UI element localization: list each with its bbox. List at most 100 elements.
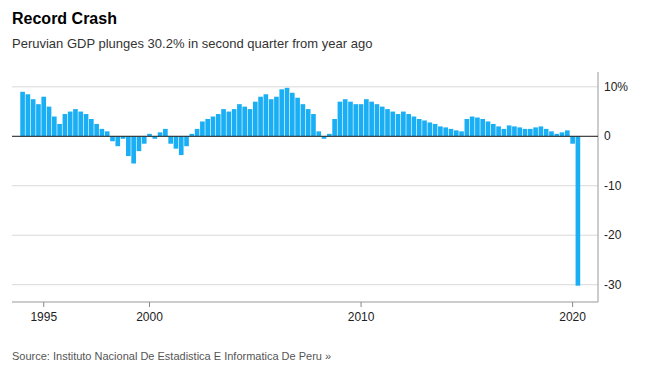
bar <box>242 107 247 137</box>
bar <box>375 104 380 136</box>
bar <box>274 97 279 137</box>
chart-svg: Record CrashPeruvian GDP plunges 30.2% i… <box>0 0 650 368</box>
bar <box>343 99 348 136</box>
bar <box>63 114 68 136</box>
bar <box>528 129 533 136</box>
bar <box>264 94 269 136</box>
bar <box>496 126 501 136</box>
bar <box>359 104 364 136</box>
bar <box>517 127 522 136</box>
bar <box>100 129 105 136</box>
grid-line <box>12 136 598 137</box>
bar <box>126 136 131 156</box>
bar <box>433 124 438 136</box>
y-tick-label: 10% <box>604 80 628 94</box>
bar <box>26 94 31 136</box>
bar <box>316 131 321 136</box>
bar <box>205 119 210 136</box>
bar <box>576 136 581 285</box>
bar <box>179 136 184 155</box>
bar <box>332 119 337 136</box>
x-tick <box>43 302 44 307</box>
bar <box>57 124 62 136</box>
bar <box>137 136 142 151</box>
bar <box>523 129 528 136</box>
background <box>0 0 650 368</box>
bar <box>311 114 316 136</box>
bar <box>427 122 432 136</box>
bar <box>390 112 395 137</box>
grid-line <box>12 86 598 87</box>
bar <box>480 119 485 136</box>
grid-line <box>12 185 598 186</box>
bar <box>195 129 200 136</box>
subtitle: Peruvian GDP plunges 30.2% in second qua… <box>12 36 372 51</box>
bar <box>248 109 253 136</box>
x-tick-label: 2010 <box>348 310 375 324</box>
bar <box>539 126 544 136</box>
bar <box>36 104 41 136</box>
bar <box>512 126 517 136</box>
bar <box>385 109 390 136</box>
bars <box>20 88 580 286</box>
bar <box>465 119 470 136</box>
y-tick-label: -10 <box>604 179 622 193</box>
bar <box>443 127 448 136</box>
bar <box>301 104 306 136</box>
zero-line <box>12 136 598 137</box>
bar <box>73 109 78 136</box>
bar <box>306 109 311 136</box>
grid-line <box>12 235 598 236</box>
x-axis: 1995200020102020 <box>30 302 586 324</box>
bar <box>158 132 163 136</box>
bar <box>31 99 36 136</box>
bar <box>449 129 454 136</box>
grid <box>12 87 598 285</box>
bar <box>216 114 221 136</box>
bar <box>338 102 343 137</box>
bar <box>396 114 401 136</box>
bar <box>380 107 385 137</box>
bar <box>491 124 496 136</box>
bar <box>533 127 538 136</box>
bar <box>184 136 189 146</box>
y-axis-line <box>598 72 599 302</box>
bar <box>168 136 173 143</box>
bar <box>454 130 459 136</box>
bar <box>401 112 406 137</box>
bar <box>227 112 232 137</box>
x-tick-label: 2000 <box>136 310 163 324</box>
bar <box>68 112 73 137</box>
bar <box>237 104 242 136</box>
bar <box>406 114 411 136</box>
x-tick <box>361 302 362 307</box>
bar <box>459 131 464 136</box>
bar <box>412 117 417 137</box>
bar <box>565 130 570 136</box>
y-tick-label: -20 <box>604 228 622 242</box>
bar <box>84 114 89 136</box>
bar <box>348 102 353 137</box>
bar <box>549 131 554 136</box>
bar <box>89 119 94 136</box>
bar <box>253 102 258 137</box>
bar <box>285 88 290 136</box>
bar <box>502 129 507 136</box>
bar <box>369 102 374 137</box>
x-tick <box>149 302 150 307</box>
bar <box>131 136 136 163</box>
bar <box>570 136 575 143</box>
bar <box>438 126 443 136</box>
bar <box>295 98 300 137</box>
bar <box>470 117 475 137</box>
bar <box>417 119 422 136</box>
y-tick-label: -30 <box>604 278 622 292</box>
y-tick-label: 0 <box>604 129 611 143</box>
bar <box>52 117 57 137</box>
chart-container: Record CrashPeruvian GDP plunges 30.2% i… <box>0 0 650 368</box>
bar <box>115 136 120 146</box>
x-tick <box>572 302 573 307</box>
bar <box>142 136 147 143</box>
x-tick-label: 2020 <box>559 310 586 324</box>
bar <box>78 112 83 137</box>
